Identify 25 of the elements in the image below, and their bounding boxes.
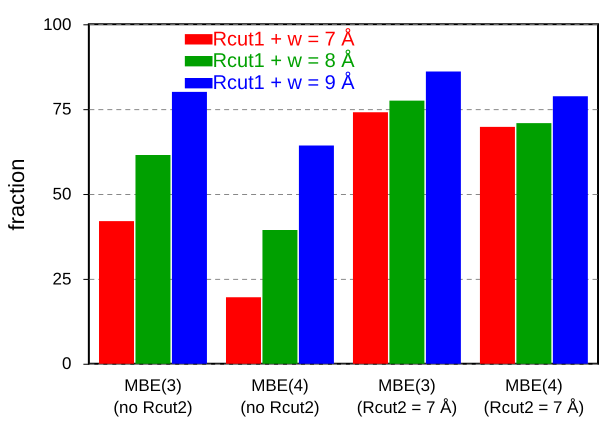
bar — [298, 145, 334, 364]
y-tick-label: 100 — [43, 14, 72, 34]
y-axis-title: fraction — [4, 158, 30, 231]
y-tick-label: 50 — [52, 184, 72, 204]
legend-label: Rcut1 + w = 8 Å — [212, 49, 356, 72]
bar — [99, 221, 134, 364]
bar — [135, 154, 170, 364]
bar — [172, 92, 207, 364]
bar — [389, 100, 424, 364]
bar — [516, 123, 552, 364]
legend-label: Rcut1 + w = 9 Å — [212, 71, 356, 94]
bar — [352, 112, 388, 364]
y-tick-label: 0 — [62, 354, 72, 374]
bar — [552, 96, 588, 364]
x-tick-label: MBE(3) (no Rcut2) — [113, 376, 193, 418]
bar — [262, 230, 298, 364]
x-tick-label: MBE(3) (Rcut2 = 7 Å) — [356, 376, 458, 418]
legend-label: Rcut1 + w = 7 Å — [212, 27, 356, 50]
bar — [480, 126, 515, 364]
bar — [226, 297, 261, 364]
x-tick-label: MBE(4) (no Rcut2) — [240, 376, 320, 418]
bar — [426, 71, 461, 364]
y-tick-label: 75 — [52, 100, 72, 119]
y-tick-label: 25 — [52, 269, 72, 288]
x-tick-label: MBE(4) (Rcut2 = 7 Å) — [484, 376, 584, 418]
